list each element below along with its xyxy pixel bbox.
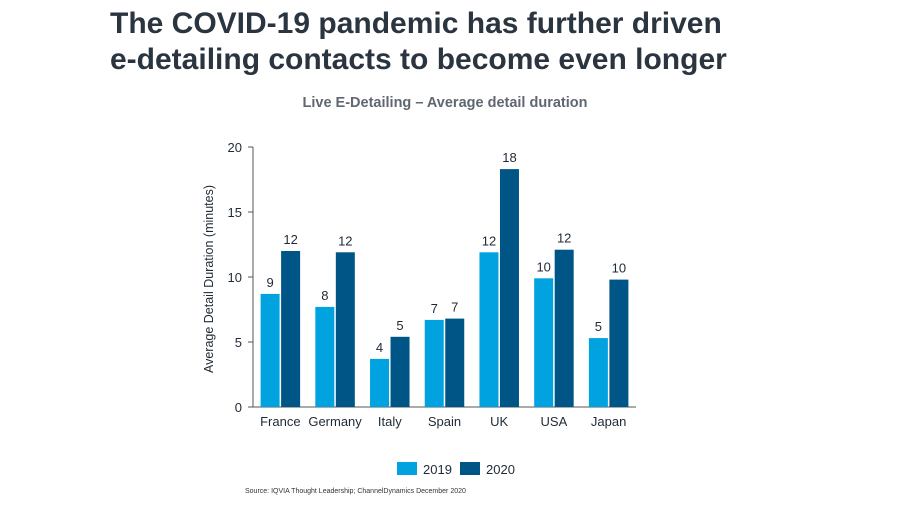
legend-label-2020: 2020 — [486, 462, 515, 477]
value-label-2020-spain: 7 — [451, 300, 458, 315]
value-label-2019-japan: 5 — [595, 319, 602, 334]
headline-line-1: The COVID-19 pandemic has further driven — [110, 7, 722, 40]
bar-2019-japan — [588, 338, 608, 407]
source-note: Source: IQVIA Thought Leadership; Channe… — [245, 488, 466, 495]
value-label-2020-italy: 5 — [396, 318, 403, 333]
category-label-usa: USA — [541, 414, 568, 429]
value-label-2019-usa: 10 — [536, 259, 550, 274]
value-label-2019-france: 9 — [266, 275, 273, 290]
value-label-2020-germany: 12 — [338, 233, 352, 248]
bar-2020-spain — [445, 318, 465, 407]
category-label-germany: Germany — [308, 414, 362, 429]
y-tick-label: 20 — [228, 140, 242, 155]
value-label-2020-france: 12 — [283, 232, 297, 247]
bar-2020-usa — [554, 249, 574, 407]
slide-headline: The COVID-19 pandemic has further driven… — [110, 6, 870, 78]
headline-line-2: e-detailing contacts to become even long… — [110, 43, 727, 76]
category-label-uk: UK — [490, 414, 508, 429]
y-tick-label: 0 — [235, 400, 242, 415]
bar-2019-germany — [315, 306, 335, 407]
value-label-2019-germany: 8 — [321, 288, 328, 303]
bar-2020-italy — [390, 336, 410, 407]
chart-title: Live E-Detailing – Average detail durati… — [302, 95, 588, 111]
category-label-italy: Italy — [378, 414, 402, 429]
category-label-japan: Japan — [591, 414, 626, 429]
value-label-2020-uk: 18 — [502, 150, 516, 165]
y-tick-label: 15 — [228, 205, 242, 220]
bar-2020-germany — [335, 252, 355, 407]
value-label-2020-usa: 12 — [557, 231, 571, 246]
y-tick-label: 10 — [228, 270, 242, 285]
bar-2019-spain — [424, 319, 444, 407]
category-label-spain: Spain — [428, 414, 461, 429]
legend-swatch-2020 — [460, 462, 480, 475]
bar-2019-uk — [479, 252, 499, 407]
bar-2020-japan — [609, 279, 629, 407]
value-label-2019-italy: 4 — [376, 340, 383, 355]
bar-2019-usa — [534, 278, 554, 407]
legend-swatch-2019 — [397, 462, 417, 475]
category-label-france: France — [260, 414, 300, 429]
value-label-2019-spain: 7 — [431, 301, 438, 316]
bar-2020-uk — [499, 169, 519, 407]
bar-2019-italy — [370, 358, 390, 407]
value-label-2020-japan: 10 — [612, 261, 626, 276]
value-label-2019-uk: 12 — [482, 233, 496, 248]
legend-label-2019: 2019 — [423, 462, 452, 477]
y-axis-title: Average Detail Duration (minutes) — [202, 185, 216, 373]
y-tick-label: 5 — [235, 335, 242, 350]
bar-2019-france — [260, 293, 280, 407]
bar-2020-france — [281, 251, 301, 407]
